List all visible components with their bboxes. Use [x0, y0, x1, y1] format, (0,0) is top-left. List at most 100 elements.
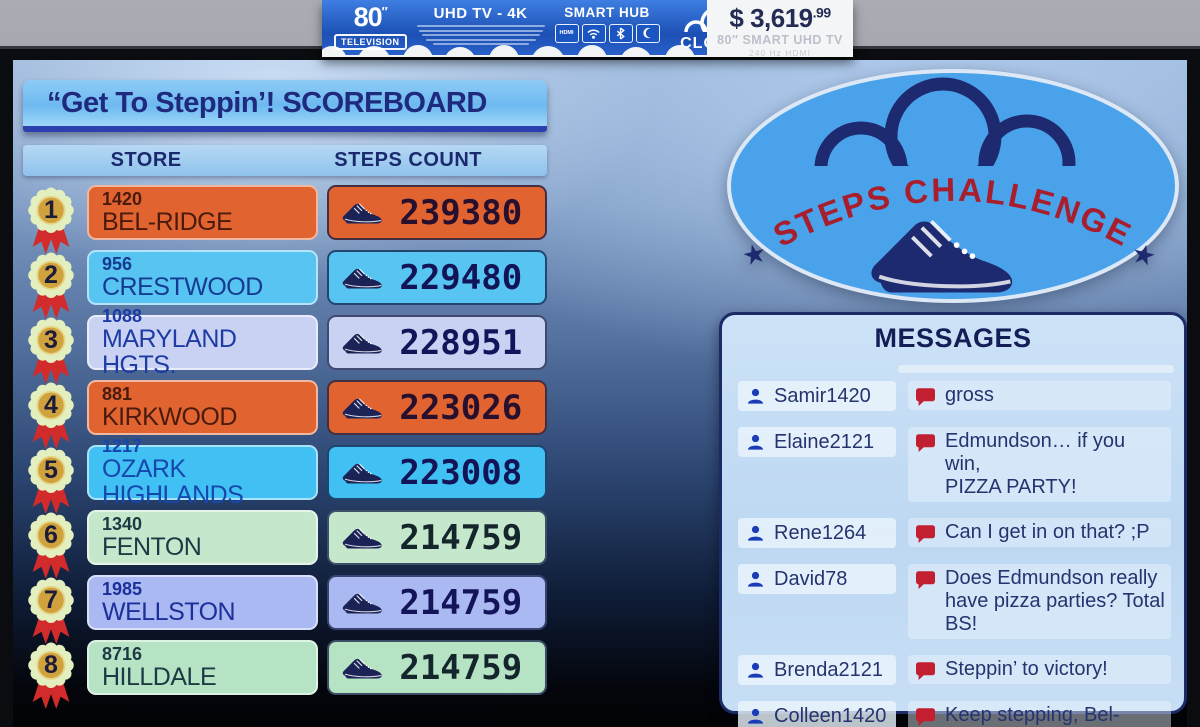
store-name: OZARK HIGHLANDS: [102, 454, 244, 509]
scoreboard-title-bar: “Get To Steppin’! SCOREBOARD: [23, 80, 547, 132]
tv-size-label: 80″: [353, 2, 388, 32]
rank-badge: 3: [23, 315, 79, 370]
messages-header-strip: [898, 365, 1174, 373]
store-cell: 1340 FENTON: [87, 510, 318, 565]
rank-badge: 1: [23, 185, 79, 240]
steps-cell: 223026: [326, 380, 547, 435]
message-username: Samir1420: [774, 384, 871, 407]
store-name: MARYLAND HGTS.: [102, 324, 237, 379]
message-bubble-chip: gross: [908, 381, 1171, 410]
steps-challenge-logo: STEPS CHALLENGE ★ ★: [725, 66, 1181, 306]
steps-count: 223026: [399, 387, 523, 428]
hdmi-icon: HDMI: [554, 23, 579, 43]
message-bubble-chip: Can I get in on that? ;P: [908, 518, 1171, 547]
store-number: 881: [102, 383, 133, 404]
price-fine-print: 240 Hz HDMI: [748, 48, 811, 58]
steps-cell: 239380: [326, 185, 547, 240]
message-bubble-chip: Edmundson… if you win, PIZZA PARTY!: [908, 427, 1171, 502]
store-number: 1088: [102, 305, 143, 326]
message-bubble-chip: Does Edmundson really have pizza parties…: [908, 564, 1171, 639]
rank-number: 2: [44, 261, 58, 289]
rank-badge: 4: [23, 380, 79, 435]
scoreboard-row: 4 881 KIRKWOOD 223026: [23, 380, 547, 435]
steps-count: 214759: [399, 582, 523, 623]
message-row: Elaine2121 Edmundson… if you win, PIZZA P…: [738, 427, 1171, 502]
sneaker-icon: [341, 524, 383, 552]
person-icon: [746, 707, 765, 726]
rank-number: 7: [44, 586, 58, 614]
scoreboard-row: 1 1420 BEL-RIDGE 239380: [23, 185, 547, 240]
message-username: Brenda2121: [774, 658, 883, 681]
message-username-chip: David78: [738, 564, 896, 594]
night-mode-icon: [635, 23, 660, 43]
message-text: Can I get in on that? ;P: [945, 521, 1150, 543]
scoreboard-row: 3 1088 MARYLAND HGTS. 228951: [23, 306, 547, 370]
message-bubble-chip: Steppin’ to victory!: [908, 655, 1171, 684]
message-text: Keep stepping, Bel-Ridge fam!: [945, 704, 1120, 726]
message-text: Edmundson… if you win, PIZZA PARTY!: [945, 430, 1126, 498]
sneaker-icon: [341, 199, 383, 227]
price-cents: .99: [812, 4, 831, 21]
message-bubble-chip: Keep stepping, Bel-Ridge fam!: [908, 701, 1171, 727]
store-number: 1217: [102, 435, 143, 456]
message-text: gross: [945, 384, 994, 406]
message-username-chip: Samir1420: [738, 381, 896, 411]
store-name: FENTON: [102, 532, 202, 561]
message-username-chip: Rene1264: [738, 518, 896, 548]
scoreboard-row: 6 1340 FENTON 214759: [23, 510, 547, 565]
message-row: Brenda2121 Steppin’ to victory!: [738, 655, 1171, 685]
store-cell: 8716 HILLDALE: [87, 640, 318, 695]
rank-number: 8: [44, 651, 58, 679]
store-cell: 1217 OZARK HIGHLANDS: [87, 436, 318, 508]
scoreboard: “Get To Steppin’! SCOREBOARD STORE STEPS…: [23, 80, 547, 705]
message-username: David78: [774, 567, 848, 590]
steps-cell: 214759: [326, 575, 547, 630]
store-name: WELLSTON: [102, 597, 236, 626]
scoreboard-row: 8 8716 HILLDALE 214759: [23, 640, 547, 695]
smart-hub-block: SMART HUB HDMI: [554, 4, 660, 43]
steps-cell: 223008: [326, 445, 547, 500]
store-number: 1420: [102, 188, 143, 209]
store-cell: 956 CRESTWOOD: [87, 250, 318, 305]
store-name: CRESTWOOD: [102, 272, 263, 301]
steps-challenge-logo-graphic: STEPS CHALLENGE ★ ★: [727, 69, 1179, 303]
price-sign: 80″ TELEVISION UHD TV - 4K SMART HUB HDM…: [322, 0, 853, 58]
store-cell: 881 KIRKWOOD: [87, 380, 318, 435]
steps-column-header: STEPS COUNT: [334, 149, 482, 171]
rank-number: 6: [44, 521, 58, 549]
steps-cell: 214759: [326, 510, 547, 565]
steps-cell: 229480: [326, 250, 547, 305]
tv-size-block: 80″ TELEVISION: [334, 4, 407, 50]
sneaker-icon: [341, 589, 383, 617]
store-name: BEL-RIDGE: [102, 207, 233, 236]
sneaker-icon: [341, 459, 383, 487]
speech-bubble-icon: [915, 433, 936, 452]
fine-print-lines: [416, 25, 545, 45]
store-name: KIRKWOOD: [102, 402, 237, 431]
message-text: Steppin’ to victory!: [945, 658, 1108, 680]
message-username: Elaine2121: [774, 430, 875, 453]
price-value: $ 3,619.99: [729, 3, 831, 33]
steps-count: 223008: [399, 452, 523, 493]
steps-count: 228951: [399, 322, 523, 363]
steps-cell: 228951: [326, 315, 547, 370]
sneaker-icon: [341, 329, 383, 357]
store-number: 1985: [102, 578, 143, 599]
person-icon: [746, 570, 765, 589]
price-subtitle: 80″ SMART UHD TV: [717, 33, 843, 47]
steps-count: 214759: [399, 517, 523, 558]
price-sign-blue-section: 80″ TELEVISION UHD TV - 4K SMART HUB HDM…: [322, 0, 707, 57]
store-number: 956: [102, 253, 133, 274]
messages-title: MESSAGES: [874, 323, 1032, 353]
rank-badge: 8: [23, 640, 79, 695]
store-cell: 1420 BEL-RIDGE: [87, 185, 318, 240]
cloud-cover: [799, 166, 1099, 224]
message-text: Does Edmundson really have pizza parties…: [945, 567, 1165, 635]
rank-number: 3: [44, 326, 58, 354]
scoreboard-row: 7 1985 WELLSTON 214759: [23, 575, 547, 630]
rank-badge: 2: [23, 250, 79, 305]
store-name: HILLDALE: [102, 662, 217, 691]
message-row: Samir1420 gross: [738, 381, 1171, 411]
uhd-label: UHD TV - 4K: [433, 5, 528, 22]
message-username-chip: Colleen1420: [738, 701, 896, 727]
